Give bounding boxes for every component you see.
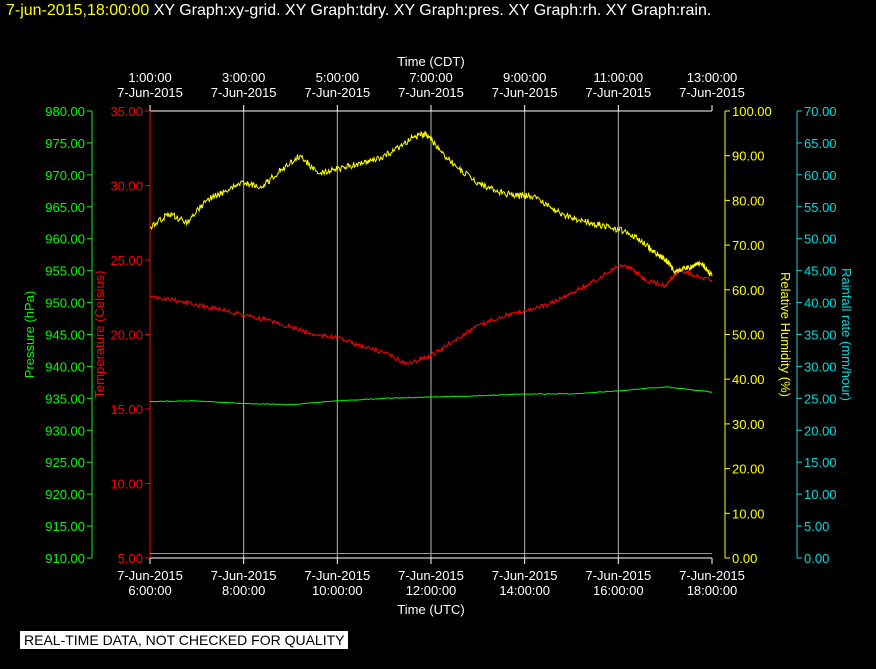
x-top-tick-date: 7-Jun-2015 bbox=[304, 85, 370, 100]
pressure-tick-label: 955.00 bbox=[45, 264, 85, 279]
rain-tick-label: 5.00 bbox=[804, 519, 829, 534]
rain-tick-label: 25.00 bbox=[804, 391, 837, 406]
rain-tick-label: 60.00 bbox=[804, 168, 837, 183]
rain-tick-label: 70.00 bbox=[804, 104, 837, 119]
pressure-tick-label: 970.00 bbox=[45, 168, 85, 183]
quality-disclaimer: REAL-TIME DATA, NOT CHECKED FOR QUALITY bbox=[20, 631, 349, 649]
x-top-tick-time: 3:00:00 bbox=[222, 70, 265, 85]
temperature-tick-label: 15.00 bbox=[110, 402, 143, 417]
rain-tick-label: 65.00 bbox=[804, 136, 837, 151]
pressure-series-line bbox=[149, 386, 713, 406]
humidity-tick-label: 30.00 bbox=[732, 417, 765, 432]
pressure-tick-label: 930.00 bbox=[45, 423, 85, 438]
rain-tick-label: 30.00 bbox=[804, 359, 837, 374]
temperature-tick-label: 20.00 bbox=[110, 328, 143, 343]
rain-tick-label: 35.00 bbox=[804, 328, 837, 343]
x-top-axis-label: Time (CDT) bbox=[397, 54, 464, 69]
vertical-grid bbox=[243, 111, 619, 558]
pressure-tick-label: 915.00 bbox=[45, 519, 85, 534]
pressure-tick-label: 925.00 bbox=[45, 455, 85, 470]
humidity-tick-label: 100.00 bbox=[732, 104, 772, 119]
x-bottom-axis-label: Time (UTC) bbox=[397, 602, 464, 617]
temperature-tick-label: 25.00 bbox=[110, 253, 143, 268]
header-line: 7-jun-2015,18:00:00 XY Graph:xy-grid. XY… bbox=[6, 2, 711, 20]
pressure-tick-label: 965.00 bbox=[45, 200, 85, 215]
pressure-tick-label: 980.00 bbox=[45, 104, 85, 119]
x-top-tick-date: 7-Jun-2015 bbox=[679, 85, 745, 100]
rain-tick-label: 45.00 bbox=[804, 264, 837, 279]
humidity-tick-label: 70.00 bbox=[732, 238, 765, 253]
x-bottom-tick-date: 7-Jun-2015 bbox=[117, 568, 183, 583]
humidity-tick-label: 80.00 bbox=[732, 193, 765, 208]
rain-tick-label: 0.00 bbox=[804, 551, 829, 566]
humidity-tick-label: 60.00 bbox=[732, 283, 765, 298]
humidity-tick-label: 50.00 bbox=[732, 328, 765, 343]
rain-tick-label: 55.00 bbox=[804, 200, 837, 215]
x-top-tick-time: 1:00:00 bbox=[128, 70, 171, 85]
temperature-axis-label: Temperature (Celsius) bbox=[92, 271, 107, 399]
rain-tick-label: 10.00 bbox=[804, 487, 837, 502]
x-top-tick-time: 9:00:00 bbox=[503, 70, 546, 85]
temperature-tick-label: 10.00 bbox=[110, 477, 143, 492]
rain-tick-label: 20.00 bbox=[804, 423, 837, 438]
temperature-tick-label: 30.00 bbox=[110, 179, 143, 194]
x-bottom-tick-date: 7-Jun-2015 bbox=[211, 568, 277, 583]
pressure-tick-label: 960.00 bbox=[45, 232, 85, 247]
pressure-axis-label: Pressure (hPa) bbox=[22, 291, 37, 378]
rain-tick-label: 50.00 bbox=[804, 232, 837, 247]
x-bottom-tick-time: 10:00:00 bbox=[312, 583, 363, 598]
x-bottom-tick-date: 7-Jun-2015 bbox=[679, 568, 745, 583]
humidity-series-line bbox=[149, 130, 713, 277]
axis-labels: 7-Jun-20156:00:001:00:007-Jun-20157-Jun-… bbox=[22, 54, 854, 617]
pressure-tick-label: 945.00 bbox=[45, 328, 85, 343]
x-bottom-tick-time: 14:00:00 bbox=[499, 583, 550, 598]
x-top-tick-time: 7:00:00 bbox=[409, 70, 452, 85]
axes bbox=[87, 105, 802, 564]
x-bottom-tick-time: 16:00:00 bbox=[593, 583, 644, 598]
rain-tick-label: 40.00 bbox=[804, 296, 837, 311]
data-series bbox=[149, 130, 713, 554]
x-top-tick-date: 7-Jun-2015 bbox=[492, 85, 558, 100]
humidity-tick-label: 90.00 bbox=[732, 149, 765, 164]
x-top-tick-time: 13:00:00 bbox=[687, 70, 738, 85]
x-bottom-tick-date: 7-Jun-2015 bbox=[398, 568, 464, 583]
pressure-tick-label: 920.00 bbox=[45, 487, 85, 502]
x-top-tick-date: 7-Jun-2015 bbox=[117, 85, 183, 100]
temperature-tick-label: 35.00 bbox=[110, 104, 143, 119]
rain-tick-label: 15.00 bbox=[804, 455, 837, 470]
pressure-tick-label: 935.00 bbox=[45, 391, 85, 406]
x-bottom-tick-time: 6:00:00 bbox=[128, 583, 171, 598]
pressure-tick-label: 940.00 bbox=[45, 359, 85, 374]
humidity-tick-label: 20.00 bbox=[732, 462, 765, 477]
humidity-tick-label: 0.00 bbox=[732, 551, 757, 566]
x-top-tick-date: 7-Jun-2015 bbox=[398, 85, 464, 100]
header-datetime: 7-jun-2015,18:00:00 bbox=[6, 2, 150, 19]
humidity-tick-label: 10.00 bbox=[732, 506, 765, 521]
pressure-tick-label: 950.00 bbox=[45, 296, 85, 311]
x-top-tick-time: 5:00:00 bbox=[316, 70, 359, 85]
x-top-tick-date: 7-Jun-2015 bbox=[211, 85, 277, 100]
x-bottom-tick-date: 7-Jun-2015 bbox=[585, 568, 651, 583]
x-bottom-tick-date: 7-Jun-2015 bbox=[304, 568, 370, 583]
header-graph-titles: XY Graph:xy-grid. XY Graph:tdry. XY Grap… bbox=[153, 2, 712, 19]
x-bottom-tick-date: 7-Jun-2015 bbox=[492, 568, 558, 583]
x-bottom-tick-time: 18:00:00 bbox=[687, 583, 738, 598]
humidity-axis-label: Relative Humidity (%) bbox=[778, 272, 793, 397]
pressure-tick-label: 910.00 bbox=[45, 551, 85, 566]
x-top-tick-date: 7-Jun-2015 bbox=[585, 85, 651, 100]
temperature-tick-label: 5.00 bbox=[118, 551, 143, 566]
x-bottom-tick-time: 12:00:00 bbox=[406, 583, 457, 598]
pressure-tick-label: 975.00 bbox=[45, 136, 85, 151]
temperature-series-line bbox=[149, 264, 713, 367]
humidity-tick-label: 40.00 bbox=[732, 372, 765, 387]
rain-axis-label: Rainfall rate (mm/hour) bbox=[839, 268, 854, 401]
x-top-tick-time: 11:00:00 bbox=[594, 70, 644, 85]
x-bottom-tick-time: 8:00:00 bbox=[222, 583, 265, 598]
